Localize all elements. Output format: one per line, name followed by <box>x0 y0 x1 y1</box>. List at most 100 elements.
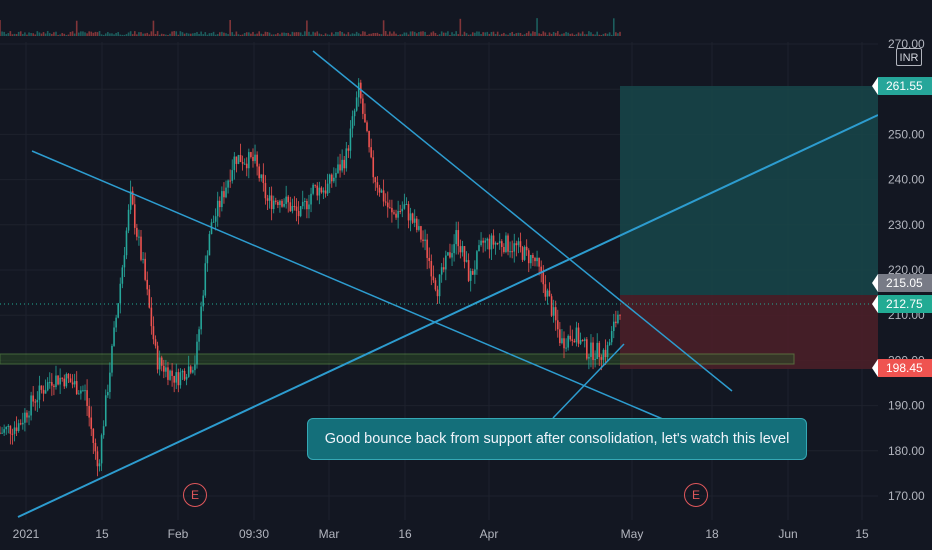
volume-bar <box>299 32 302 36</box>
volume-bar <box>167 34 169 36</box>
volume-bar <box>368 33 370 36</box>
earnings-marker[interactable]: E <box>183 483 207 507</box>
candle-body <box>212 221 215 223</box>
volume-bar <box>343 33 346 36</box>
volume-bar <box>295 32 298 36</box>
last-price-badge: 212.75 <box>872 295 932 313</box>
volume-bar <box>604 33 607 36</box>
volume-bar <box>488 33 491 36</box>
candle-body <box>158 357 161 370</box>
earnings-marker[interactable]: E <box>684 483 708 507</box>
volume-bar <box>148 34 151 36</box>
currency-label[interactable]: INR <box>896 48 922 66</box>
time-axis-panel[interactable] <box>0 520 932 550</box>
volume-bar <box>30 33 32 36</box>
volume-bar <box>449 34 451 36</box>
price-axis-ticks: 170.00180.00190.00200.00210.00220.00230.… <box>888 37 925 503</box>
volume-bar <box>181 32 184 36</box>
volume-bar <box>11 34 14 36</box>
candle-body <box>171 370 173 376</box>
volume-bar <box>436 34 439 36</box>
candle-body <box>173 375 175 383</box>
volume-bar <box>133 31 136 36</box>
candle-body <box>1 432 3 434</box>
candle-body <box>411 213 414 223</box>
candle-body <box>98 463 101 467</box>
candle-body <box>598 342 601 358</box>
candle-body <box>262 174 265 184</box>
candle-body <box>15 427 18 432</box>
time-tick-label: 09:30 <box>239 527 269 541</box>
candle-body <box>46 382 49 391</box>
candle-body <box>146 279 149 290</box>
candle-body <box>293 206 296 208</box>
candle-body <box>208 234 211 256</box>
volume-bar <box>231 32 234 36</box>
volume-bar <box>3 31 5 36</box>
volume-bar <box>415 33 418 36</box>
candle-body <box>405 204 408 206</box>
volume-bar <box>144 33 146 36</box>
rising-trendline[interactable] <box>17 114 879 518</box>
volume-bar <box>252 31 254 36</box>
volume-bar <box>438 34 441 36</box>
volume-bar <box>24 32 26 36</box>
volume-bar <box>407 34 410 36</box>
volume-bar <box>260 33 263 36</box>
volume-bar <box>306 20 308 36</box>
candle-body <box>546 290 549 297</box>
candle-body <box>69 378 72 383</box>
price-tick-label: 170.00 <box>888 489 925 503</box>
volume-bar <box>395 33 397 36</box>
candle-body <box>503 246 505 253</box>
candle-body <box>250 152 252 157</box>
volume-bar <box>235 31 238 36</box>
volume-bar <box>374 33 377 36</box>
candle-body <box>19 423 22 425</box>
candle-body <box>32 395 34 402</box>
candle-body <box>586 339 588 359</box>
falling-trendline-upper[interactable] <box>312 50 733 392</box>
candle-body <box>590 342 592 357</box>
candle-body <box>144 258 146 280</box>
candle-body <box>148 289 151 308</box>
candle-body <box>488 238 491 250</box>
entry-price-badge: 215.05 <box>872 274 932 292</box>
annotation-callout[interactable]: Good bounce back from support after cons… <box>307 418 807 460</box>
candle-body <box>274 200 277 202</box>
candle-body <box>592 342 594 360</box>
volume-bar <box>71 31 74 36</box>
falling-trendline-lower[interactable] <box>31 150 666 421</box>
support-zone[interactable] <box>0 353 795 365</box>
candle-body <box>445 255 447 270</box>
volume-bar <box>277 33 279 36</box>
candle-body <box>519 241 522 248</box>
candle-body <box>202 295 205 307</box>
volume-bar <box>389 31 391 36</box>
candle-body <box>310 193 312 205</box>
volume-bar <box>194 32 196 36</box>
volume-bar <box>501 33 503 36</box>
trendlines[interactable] <box>17 50 879 518</box>
candlestick-series <box>0 78 621 477</box>
target-zone[interactable] <box>620 86 878 295</box>
volume-bar <box>324 33 327 36</box>
candle-body <box>9 425 12 434</box>
candle-body <box>386 202 389 208</box>
volume-bar <box>38 32 41 36</box>
candle-body <box>30 395 32 416</box>
volume-bar <box>40 33 43 36</box>
volume-bar <box>248 32 250 36</box>
volume-bar <box>34 34 37 36</box>
candle-body <box>227 180 229 188</box>
volume-bar <box>146 32 149 36</box>
candle-body <box>430 260 433 277</box>
candle-body <box>333 177 335 182</box>
candle-body <box>156 345 159 370</box>
candle-body <box>36 399 39 403</box>
candle-body <box>407 204 410 221</box>
volume-bar <box>521 34 524 36</box>
candle-body <box>434 280 437 290</box>
candle-body <box>61 377 64 379</box>
